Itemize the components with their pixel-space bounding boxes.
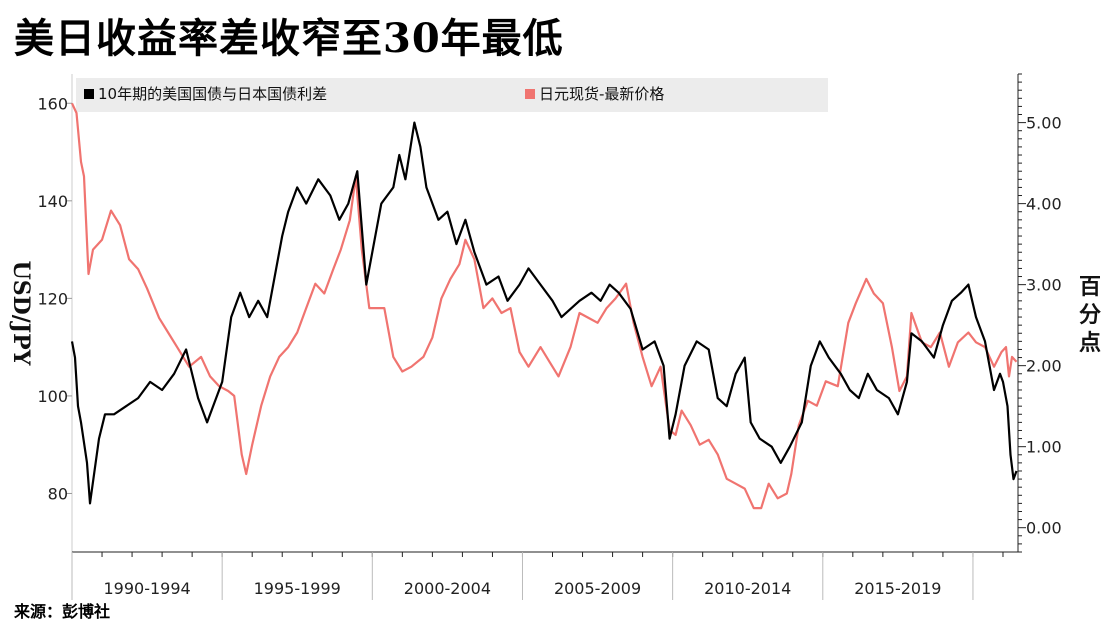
right-axis-label: 百分点 xyxy=(1079,274,1101,356)
x-axis: 1990-1994 1995-1999 2000-2004 2005-2009 2010… xyxy=(71,551,1018,600)
legend-label-spread: 10年期的美国国债与日本国债利差 xyxy=(98,85,327,103)
series-line-spread xyxy=(70,121,1018,505)
x-period-label-2005-2009: 2005-2009 xyxy=(554,579,641,598)
series-layer xyxy=(70,102,1018,510)
left-tick-label-160: 160 xyxy=(37,94,68,113)
left-tick-label-140: 140 xyxy=(37,192,68,211)
right-tick-label-2.00: 2.00 xyxy=(1026,357,1062,376)
series-line-usdjpy xyxy=(71,102,1018,510)
x-period-label-2015-2019: 2015-2019 xyxy=(854,579,941,598)
x-period-label-2010-2014: 2010-2014 xyxy=(704,579,791,598)
right-axis-label-char: 点 xyxy=(1079,330,1101,356)
x-period-label-1995-1999: 1995-1999 xyxy=(254,579,341,598)
right-tick-label-5.00: 5.00 xyxy=(1026,114,1062,133)
left-axis-label: USD/JPY xyxy=(8,261,34,366)
source-note: 来源：彭博社 xyxy=(14,602,111,621)
right-tick-label-3.00: 3.00 xyxy=(1026,276,1062,295)
left-axis-ticks: 80 100 120 140 160 xyxy=(37,94,72,503)
chart-title: 美日收益率差收窄至30年最低 xyxy=(14,15,564,62)
left-tick-label-100: 100 xyxy=(37,387,68,406)
right-tick-label-4.00: 4.00 xyxy=(1026,195,1062,214)
left-tick-label-120: 120 xyxy=(37,289,68,308)
left-tick-label-80: 80 xyxy=(48,484,68,503)
legend-background xyxy=(76,78,828,112)
right-tick-label-0.00: 0.00 xyxy=(1026,519,1062,538)
plot-area xyxy=(72,74,1018,552)
right-axis-label-char: 分 xyxy=(1079,302,1101,328)
right-axis-label-char: 百 xyxy=(1079,274,1101,300)
x-period-label-1990-1994: 1990-1994 xyxy=(103,579,190,598)
legend-label-usdjpy: 日元现货-最新价格 xyxy=(539,85,664,103)
right-tick-label-1.00: 1.00 xyxy=(1026,438,1062,457)
legend-swatch-usdjpy xyxy=(525,89,535,99)
right-axis-ticks: 0.00 1.00 2.00 3.00 4.00 5.00 xyxy=(1018,73,1062,553)
x-period-label-2000-2004: 2000-2004 xyxy=(404,579,491,598)
legend-swatch-spread xyxy=(84,89,94,99)
